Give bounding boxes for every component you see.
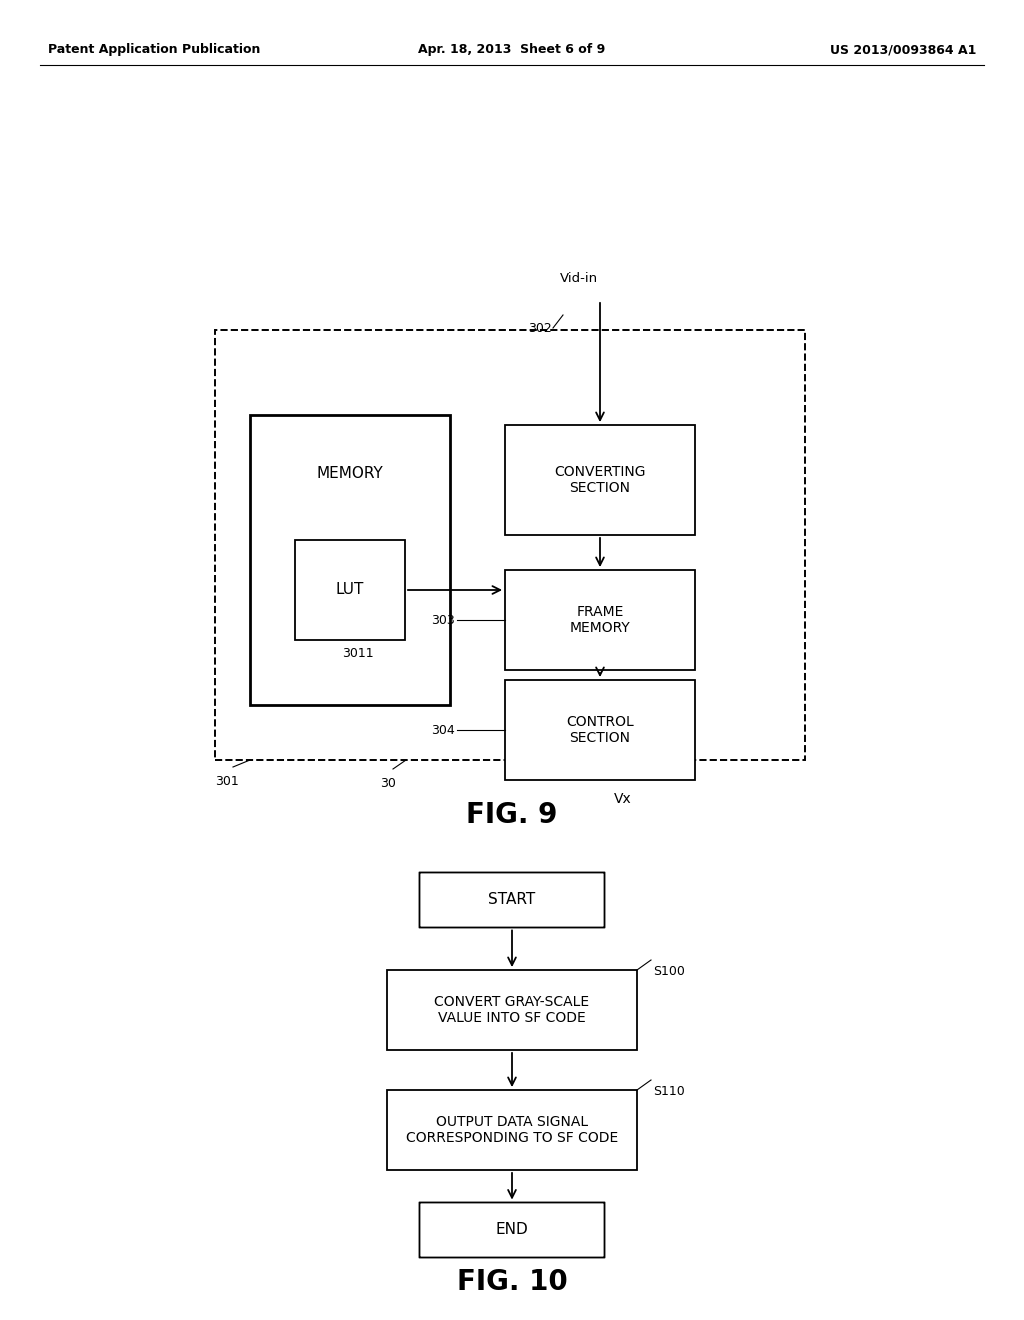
Text: S100: S100 bbox=[653, 965, 685, 978]
Text: MEMORY: MEMORY bbox=[316, 466, 383, 480]
Text: S110: S110 bbox=[653, 1085, 685, 1098]
Text: CONVERTING
SECTION: CONVERTING SECTION bbox=[554, 465, 646, 495]
Text: 301: 301 bbox=[215, 775, 239, 788]
FancyBboxPatch shape bbox=[387, 970, 637, 1049]
Text: US 2013/0093864 A1: US 2013/0093864 A1 bbox=[829, 44, 976, 57]
FancyBboxPatch shape bbox=[250, 414, 450, 705]
Text: START: START bbox=[488, 892, 536, 908]
FancyBboxPatch shape bbox=[505, 425, 695, 535]
Text: 30: 30 bbox=[380, 777, 396, 789]
Text: Patent Application Publication: Patent Application Publication bbox=[48, 44, 260, 57]
FancyBboxPatch shape bbox=[295, 540, 406, 640]
Text: 303: 303 bbox=[431, 614, 455, 627]
Text: FRAME
MEMORY: FRAME MEMORY bbox=[569, 605, 631, 635]
Text: Vx: Vx bbox=[614, 792, 632, 807]
Text: LUT: LUT bbox=[336, 582, 365, 598]
Text: CONTROL
SECTION: CONTROL SECTION bbox=[566, 715, 634, 744]
FancyBboxPatch shape bbox=[387, 1090, 637, 1170]
Text: OUTPUT DATA SIGNAL
CORRESPONDING TO SF CODE: OUTPUT DATA SIGNAL CORRESPONDING TO SF C… bbox=[406, 1115, 618, 1144]
Text: 3011: 3011 bbox=[342, 647, 374, 660]
Text: Vid-in: Vid-in bbox=[560, 272, 598, 285]
FancyBboxPatch shape bbox=[420, 1203, 604, 1258]
Text: 302: 302 bbox=[528, 322, 552, 335]
FancyBboxPatch shape bbox=[505, 680, 695, 780]
Text: FIG. 9: FIG. 9 bbox=[466, 801, 558, 829]
Text: Apr. 18, 2013  Sheet 6 of 9: Apr. 18, 2013 Sheet 6 of 9 bbox=[419, 44, 605, 57]
FancyBboxPatch shape bbox=[505, 570, 695, 671]
FancyBboxPatch shape bbox=[420, 873, 604, 928]
Text: END: END bbox=[496, 1222, 528, 1238]
Text: CONVERT GRAY-SCALE
VALUE INTO SF CODE: CONVERT GRAY-SCALE VALUE INTO SF CODE bbox=[434, 995, 590, 1026]
Text: FIG. 10: FIG. 10 bbox=[457, 1269, 567, 1296]
Text: 304: 304 bbox=[431, 723, 455, 737]
